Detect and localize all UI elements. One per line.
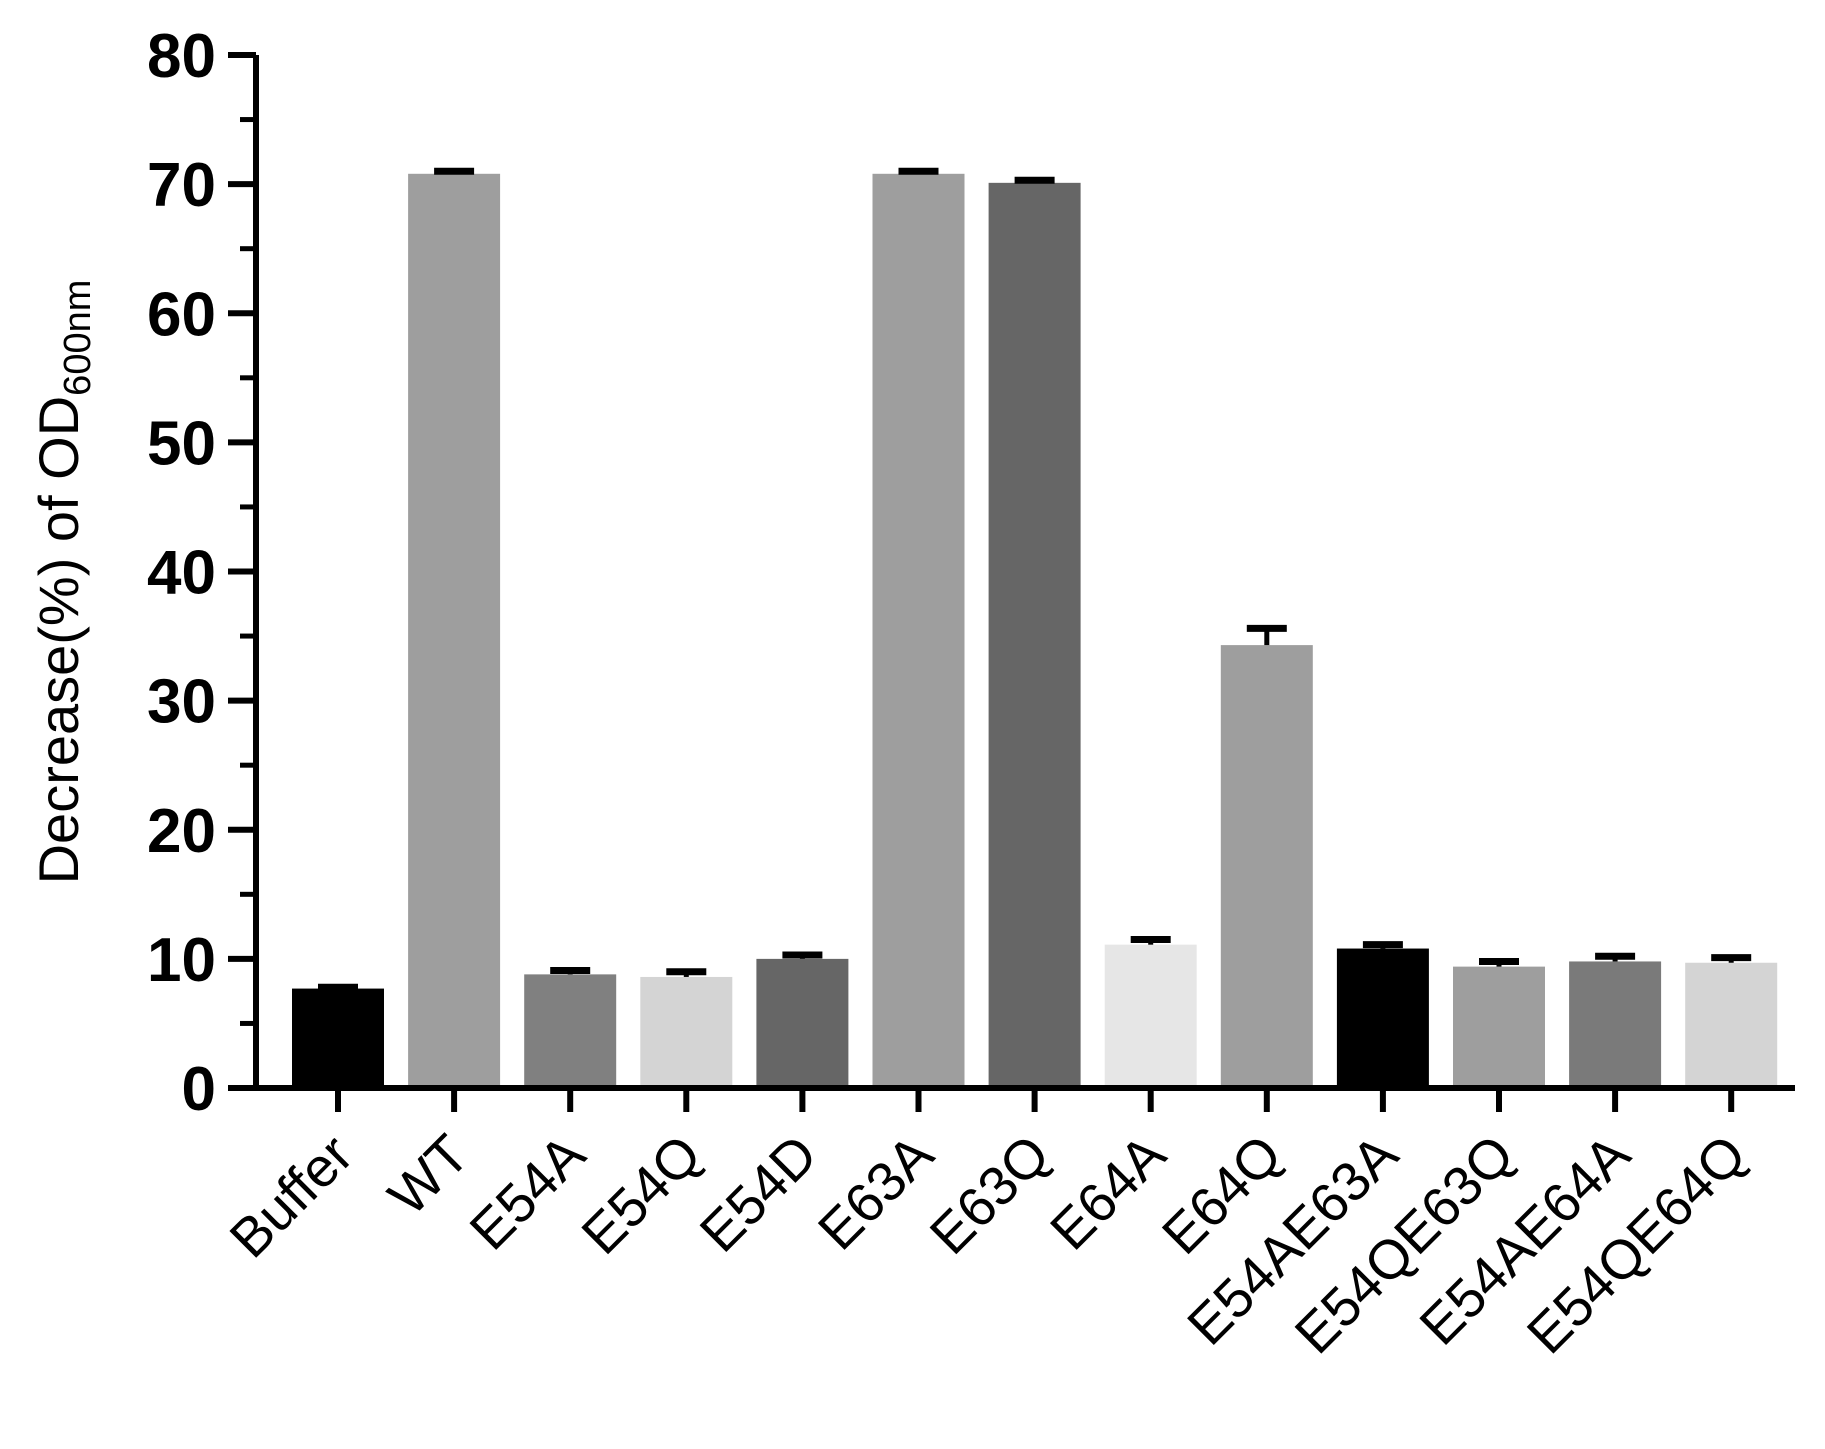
bar-E54D <box>756 958 849 1088</box>
y-ticks: 0 10 20 30 40 50 60 70 80 <box>147 22 256 1124</box>
x-tick-label-E64A: E64A <box>1038 1122 1177 1261</box>
bar-E63A <box>872 173 965 1089</box>
y-tick-label-60: 60 <box>147 280 216 349</box>
bar-Buffer <box>292 988 384 1088</box>
y-tick-label-10: 10 <box>147 926 216 995</box>
x-tick-label-Buffer: Buffer <box>218 1123 365 1270</box>
y-axis-label-main: Decrease(%) of OD <box>27 396 90 885</box>
x-tick-label-E54D: E54D <box>688 1123 829 1264</box>
bar-WT <box>408 173 501 1089</box>
y-tick-label-20: 20 <box>147 797 216 866</box>
bar-E54AE64A <box>1569 961 1662 1088</box>
error-bars-layer <box>318 167 1752 991</box>
bar-E64A <box>1104 944 1197 1088</box>
y-axis-label-subscript: 600nm <box>57 280 99 396</box>
bar-E54QE64Q <box>1685 962 1778 1088</box>
x-tick-label-E63A: E63A <box>806 1122 945 1261</box>
bar-E54QE63Q <box>1453 966 1545 1088</box>
bars-layer <box>292 173 1778 1089</box>
y-tick-label-80: 80 <box>147 22 216 91</box>
x-tick-label-E63Q: E63Q <box>918 1123 1061 1266</box>
bar-E54Q <box>640 976 733 1088</box>
y-tick-label-70: 70 <box>147 151 216 220</box>
y-axis-label: Decrease(%) of OD600nm <box>27 280 99 885</box>
x-ticks: Buffer WTE54AE54QE54DE63AE63QE64AE64QE54A… <box>218 1088 1758 1365</box>
bar-E54A <box>524 974 617 1088</box>
x-tick-label-E54Q: E54Q <box>569 1123 712 1266</box>
y-tick-label-40: 40 <box>147 539 216 608</box>
x-tick-label-E54A: E54A <box>458 1122 597 1261</box>
y-tick-label-30: 30 <box>147 668 216 737</box>
y-tick-label-50: 50 <box>147 409 216 478</box>
bar-E64Q <box>1220 645 1313 1088</box>
y-tick-label-0: 0 <box>182 1055 216 1124</box>
bar-E63Q <box>988 182 1081 1089</box>
bar-E54AE63A <box>1336 948 1429 1088</box>
